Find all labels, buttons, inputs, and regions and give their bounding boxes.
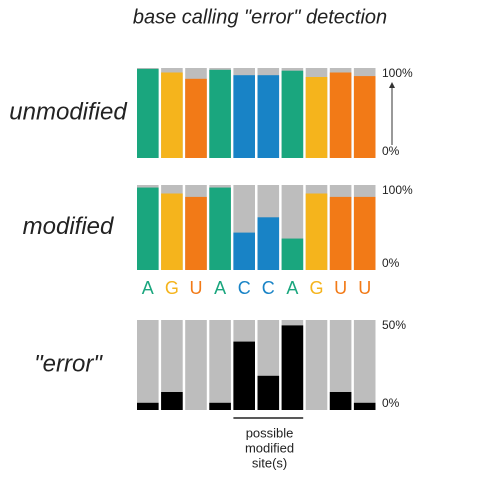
y-tick-label: 0%: [382, 144, 400, 158]
bar: [209, 402, 231, 410]
column-background: [137, 320, 159, 410]
bar: [329, 72, 352, 158]
y-tick-label: 0%: [382, 396, 400, 410]
annotation: modified: [245, 440, 294, 455]
bar: [281, 238, 304, 270]
row-label: unmodified: [9, 98, 127, 125]
arrow-head: [389, 82, 395, 88]
bar: [161, 392, 183, 410]
bar: [329, 392, 352, 410]
bar: [233, 341, 255, 410]
bar: [161, 72, 183, 158]
bar: [233, 232, 255, 270]
bar: [209, 187, 231, 270]
column-background: [185, 320, 207, 410]
bar: [137, 68, 159, 158]
annotation: site(s): [252, 455, 287, 470]
title: base calling "error" detection: [133, 6, 387, 28]
column-background: [329, 320, 352, 410]
base-label: A: [142, 278, 154, 298]
bar: [257, 217, 280, 270]
bar: [257, 75, 280, 158]
bar: [353, 76, 376, 158]
bar: [137, 187, 159, 270]
base-label: G: [309, 278, 323, 298]
y-tick-label: 100%: [382, 66, 413, 80]
bar: [257, 375, 280, 410]
base-label: A: [214, 278, 226, 298]
column-background: [305, 320, 328, 410]
bar: [353, 196, 376, 270]
bar: [329, 196, 352, 270]
bar: [233, 75, 255, 158]
bar: [185, 196, 207, 270]
bar: [281, 70, 304, 158]
bar: [209, 69, 231, 158]
base-label: U: [358, 278, 371, 298]
base-label: U: [190, 278, 203, 298]
row-label: "error": [34, 350, 103, 377]
bar: [185, 78, 207, 158]
y-tick-label: 100%: [382, 183, 413, 197]
base-label: C: [238, 278, 251, 298]
bar: [305, 77, 328, 158]
bar: [161, 193, 183, 270]
base-label: A: [286, 278, 298, 298]
column-background: [209, 320, 231, 410]
bar: [281, 325, 304, 410]
bar: [137, 402, 159, 410]
bar: [353, 402, 376, 410]
y-tick-label: 50%: [382, 318, 406, 332]
annotation: possible: [246, 425, 294, 440]
column-background: [161, 320, 183, 410]
row-label: modified: [23, 213, 114, 240]
bar: [305, 193, 328, 270]
base-label: G: [165, 278, 179, 298]
column-background: [353, 320, 376, 410]
y-tick-label: 0%: [382, 256, 400, 270]
base-label: U: [334, 278, 347, 298]
base-label: C: [262, 278, 275, 298]
